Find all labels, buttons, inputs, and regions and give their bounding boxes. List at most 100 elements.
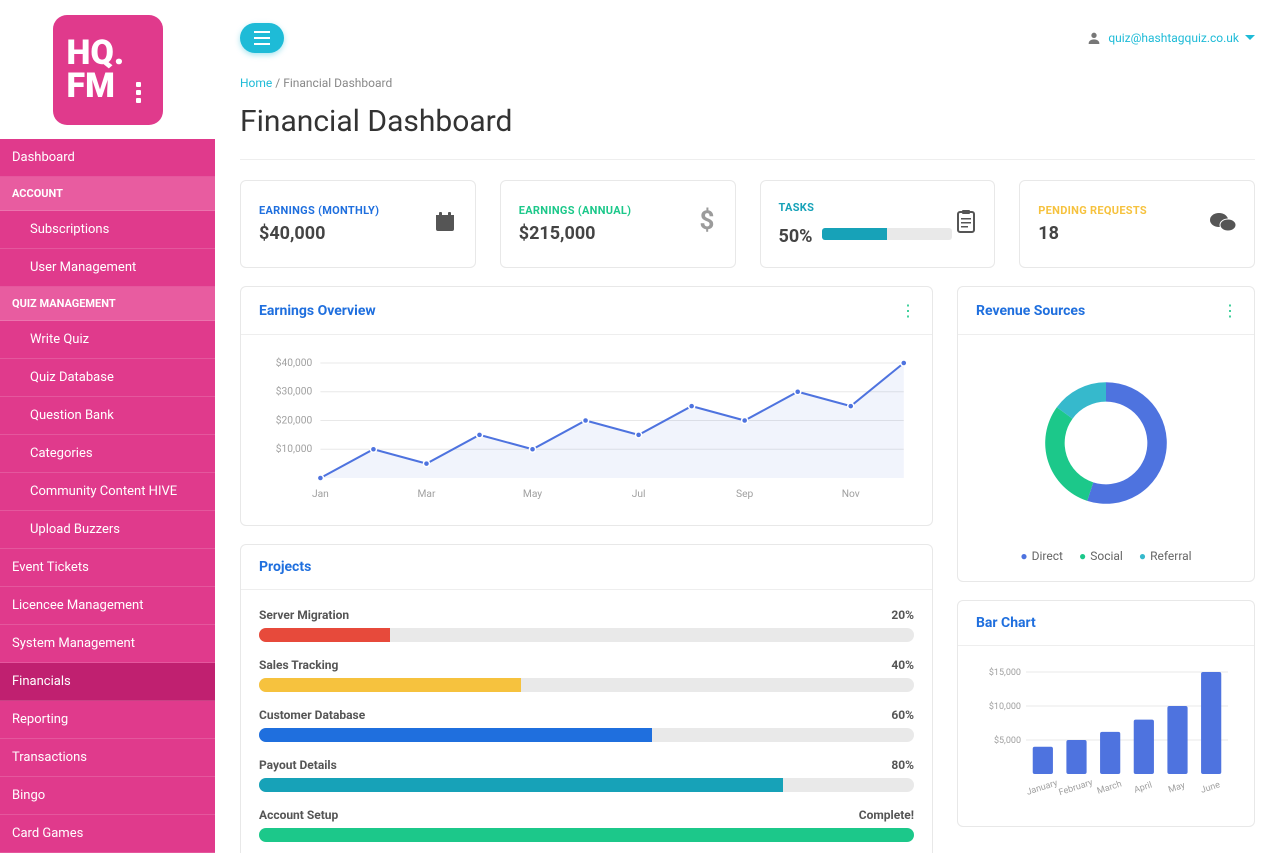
stat-label: EARNINGS (MONTHLY): [259, 204, 379, 217]
user-menu[interactable]: quiz@hashtagquiz.co.uk: [1086, 30, 1255, 46]
panel-menu-button[interactable]: ⋮: [900, 301, 914, 320]
stat-label: EARNINGS (ANNUAL): [519, 204, 632, 217]
breadcrumb-sep: /: [275, 76, 280, 90]
project-item: Sales Tracking 40%: [259, 658, 914, 692]
nav-item[interactable]: Upload Buzzers: [0, 511, 215, 549]
nav-item[interactable]: Licencee Management: [0, 587, 215, 625]
logo-dots-icon: [136, 82, 141, 103]
nav-item[interactable]: User Management: [0, 249, 215, 287]
panel-menu-button[interactable]: ⋮: [1222, 301, 1236, 320]
topbar: quiz@hashtagquiz.co.uk: [240, 18, 1255, 58]
sidebar-nav: DashboardACCOUNTSubscriptionsUser Manage…: [0, 139, 215, 853]
svg-text:$15,000: $15,000: [989, 667, 1021, 678]
breadcrumb-current: Financial Dashboard: [283, 76, 392, 90]
logo-area: HQ. FM: [0, 0, 215, 139]
project-name: Server Migration: [259, 608, 349, 622]
project-progress-bar: [259, 828, 914, 842]
svg-text:$: $: [699, 207, 714, 235]
projects-panel: Projects Server Migration 20% Sales Tracki…: [240, 544, 933, 853]
stat-card: PENDING REQUESTS 18: [1019, 180, 1255, 268]
stat-label: PENDING REQUESTS: [1038, 204, 1147, 217]
project-pct: 60%: [891, 708, 914, 722]
project-name: Account Setup: [259, 808, 338, 822]
stat-card: EARNINGS (ANNUAL) $215,000 $: [500, 180, 736, 268]
nav-item[interactable]: Event Tickets: [0, 549, 215, 587]
earnings-title: Earnings Overview: [259, 303, 376, 319]
logo-line2: FM: [67, 70, 115, 102]
project-name: Customer Database: [259, 708, 365, 722]
page-title: Financial Dashboard: [240, 104, 1255, 160]
nav-item[interactable]: Write Quiz: [0, 321, 215, 359]
project-progress-bar: [259, 678, 914, 692]
project-item: Customer Database 60%: [259, 708, 914, 742]
svg-text:$30,000: $30,000: [276, 385, 313, 398]
nav-section: ACCOUNT: [0, 177, 215, 211]
nav-item[interactable]: Dashboard: [0, 139, 215, 177]
project-progress-bar: [259, 728, 914, 742]
task-progress-bar: [822, 228, 952, 240]
svg-text:January: January: [1025, 778, 1059, 798]
svg-text:May: May: [1167, 780, 1187, 795]
stat-value: 18: [1038, 223, 1147, 244]
project-item: Server Migration 20%: [259, 608, 914, 642]
chevron-down-icon: [1245, 35, 1255, 41]
nav-item[interactable]: Question Bank: [0, 397, 215, 435]
svg-text:April: April: [1133, 781, 1154, 796]
legend-item: Social: [1079, 549, 1123, 563]
earnings-panel: Earnings Overview ⋮ $10,000$20,000$30,00…: [240, 286, 933, 526]
stat-card: TASKS50%: [760, 180, 996, 268]
bar-panel: Bar Chart $5,000 $10,000 $15,000 JanuaryFeb…: [957, 600, 1255, 827]
nav-item[interactable]: Financials: [0, 663, 215, 701]
hamburger-icon: [254, 31, 270, 45]
svg-text:March: March: [1096, 779, 1123, 796]
main: quiz@hashtagquiz.co.uk Home / Financial …: [215, 0, 1280, 853]
menu-toggle-button[interactable]: [240, 23, 284, 53]
stat-label: TASKS: [779, 201, 953, 214]
nav-item[interactable]: Card Games: [0, 815, 215, 853]
svg-text:$10,000: $10,000: [989, 701, 1021, 712]
nav-item[interactable]: Quiz Database: [0, 359, 215, 397]
project-progress-bar: [259, 778, 914, 792]
nav-item[interactable]: Transactions: [0, 739, 215, 777]
svg-text:Mar: Mar: [417, 489, 436, 500]
chat-icon: [1210, 208, 1236, 241]
calendar-icon: [433, 208, 457, 241]
svg-text:Jan: Jan: [312, 489, 329, 500]
clipboard-icon: [956, 208, 976, 241]
nav-item[interactable]: Subscriptions: [0, 211, 215, 249]
legend-item: Direct: [1020, 549, 1063, 563]
stat-card: EARNINGS (MONTHLY)$40,000: [240, 180, 476, 268]
legend-item: Referral: [1139, 549, 1192, 563]
projects-title: Projects: [259, 559, 311, 575]
project-item: Account Setup Complete!: [259, 808, 914, 842]
svg-text:February: February: [1058, 778, 1095, 799]
project-name: Payout Details: [259, 758, 337, 772]
svg-text:$20,000: $20,000: [276, 414, 313, 427]
revenue-donut-chart: [1026, 363, 1186, 523]
svg-text:$40,000: $40,000: [276, 356, 313, 369]
svg-text:June: June: [1200, 780, 1222, 796]
nav-item[interactable]: Bingo: [0, 777, 215, 815]
nav-item[interactable]: Reporting: [0, 701, 215, 739]
stat-value: $215,000: [519, 223, 632, 244]
user-icon: [1086, 30, 1102, 46]
svg-text:May: May: [523, 489, 542, 500]
nav-item[interactable]: System Management: [0, 625, 215, 663]
logo-line1: HQ.: [67, 37, 125, 69]
project-name: Sales Tracking: [259, 658, 338, 672]
logo[interactable]: HQ. FM: [53, 15, 163, 125]
svg-text:$5,000: $5,000: [994, 735, 1021, 746]
user-email: quiz@hashtagquiz.co.uk: [1108, 31, 1239, 45]
breadcrumb-home[interactable]: Home: [240, 76, 272, 90]
revenue-panel: Revenue Sources ⋮ Direct Social Referral: [957, 286, 1255, 582]
project-item: Payout Details80%: [259, 758, 914, 792]
revenue-title: Revenue Sources: [976, 303, 1085, 319]
project-pct: 20%: [891, 608, 914, 622]
nav-item[interactable]: Categories: [0, 435, 215, 473]
nav-item[interactable]: Community Content HIVE: [0, 473, 215, 511]
project-pct: Complete!: [859, 808, 914, 822]
svg-text:Nov: Nov: [842, 489, 860, 500]
project-pct: 40%: [891, 658, 914, 672]
bar-title: Bar Chart: [976, 615, 1036, 631]
stat-cards-row: EARNINGS (MONTHLY)$40,000 EARNINGS (ANNUA…: [240, 180, 1255, 268]
